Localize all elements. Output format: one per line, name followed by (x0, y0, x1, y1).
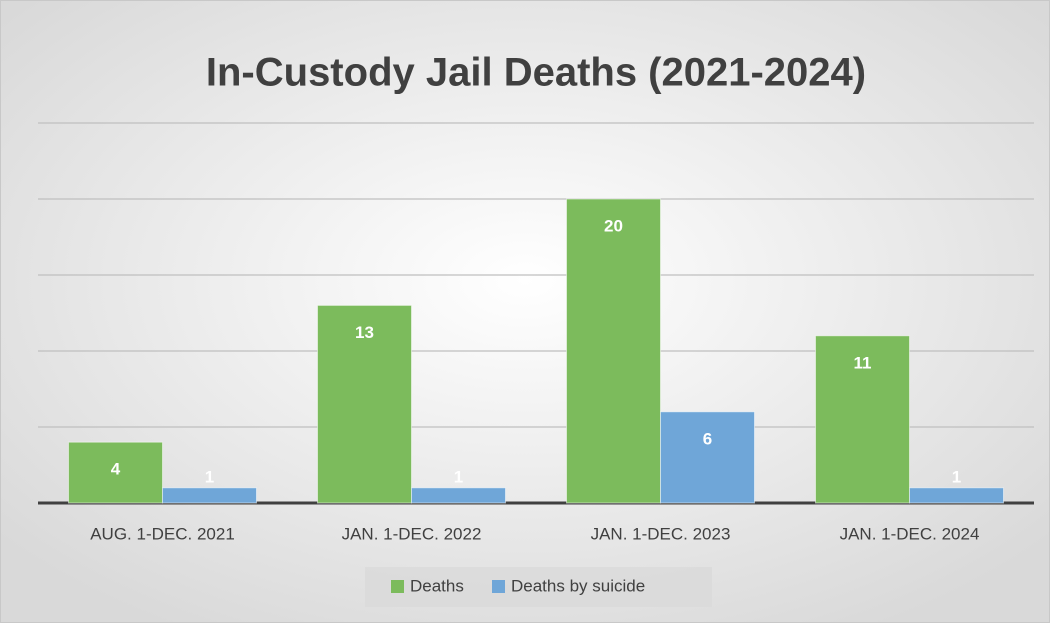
bar (566, 198, 661, 504)
chart-title: In-Custody Jail Deaths (2021-2024) (206, 51, 866, 95)
bar (660, 411, 755, 504)
legend-swatch (391, 580, 404, 593)
bar (68, 441, 163, 504)
data-label: 4 (111, 460, 121, 479)
x-tick-label: JAN. 1-DEC. 2024 (840, 524, 980, 543)
bar (317, 304, 412, 504)
data-label: 1 (205, 467, 214, 486)
bar (909, 487, 1004, 504)
data-label: 1 (454, 467, 463, 486)
bar (162, 487, 257, 504)
data-label: 20 (604, 216, 623, 235)
data-label: 1 (952, 467, 961, 486)
data-label: 6 (703, 429, 712, 448)
legend-label: Deaths by suicide (511, 576, 645, 595)
legend-swatch (492, 580, 505, 593)
bar (815, 335, 910, 504)
x-tick-label: JAN. 1-DEC. 2022 (342, 524, 482, 543)
x-tick-label: JAN. 1-DEC. 2023 (591, 524, 731, 543)
bar (411, 487, 506, 504)
legend-box (365, 567, 712, 607)
data-label: 13 (355, 323, 374, 342)
data-label: 11 (854, 353, 872, 372)
legend-label: Deaths (410, 576, 464, 595)
x-tick-label: AUG. 1-DEC. 2021 (90, 524, 235, 543)
